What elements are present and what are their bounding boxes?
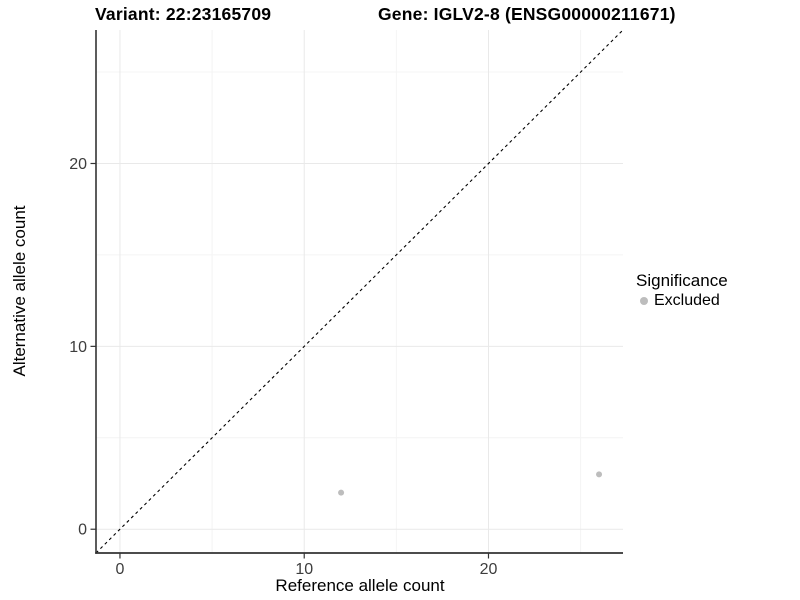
legend-item-label: Excluded	[654, 292, 720, 309]
legend-item-excluded: Excluded	[636, 292, 728, 310]
identity-line	[95, 29, 624, 554]
x-tick-label: 10	[295, 561, 313, 578]
legend: Significance Excluded	[636, 271, 728, 310]
data-point	[596, 471, 603, 478]
y-tick-label: 0	[78, 522, 87, 539]
data-point	[338, 489, 345, 496]
y-axis-title: Alternative allele count	[10, 205, 29, 377]
y-tick-label: 10	[69, 339, 87, 356]
x-axis-title: Reference allele count	[275, 576, 445, 595]
x-tick-label: 20	[480, 561, 498, 578]
x-tick-label: 0	[116, 561, 125, 578]
gene-title: Gene: IGLV2-8 (ENSG00000211671)	[378, 4, 676, 24]
variant-title: Variant: 22:23165709	[95, 4, 272, 24]
legend-point-icon	[640, 297, 648, 305]
legend-title: Significance	[636, 271, 728, 290]
y-tick-label: 20	[69, 156, 87, 173]
